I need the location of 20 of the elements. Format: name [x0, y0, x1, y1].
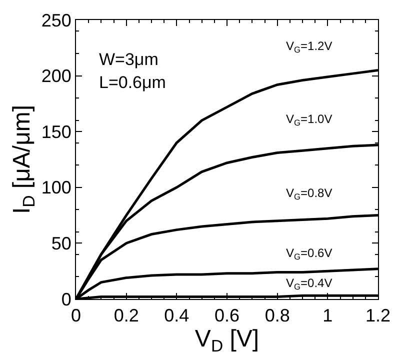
x-tick-label: 0.4 [164, 306, 190, 326]
x-tick-label: 0.2 [114, 306, 139, 326]
x-tick-label: 0.6 [214, 306, 240, 326]
x-tick-label: 1.2 [365, 306, 391, 326]
annotation: V$_{G}$=0.6V [286, 246, 332, 262]
annotation: L=0.6μm [99, 73, 166, 92]
annotation: V$_{G}$=1.2V [286, 39, 332, 55]
annotation: V$_{G}$=0.4V [286, 276, 332, 292]
y-tick-label: 200 [41, 66, 72, 86]
y-tick-label: 50 [51, 234, 72, 254]
annotation: V$_{G}$=1.0V [286, 112, 332, 128]
x-tick-label: 1 [322, 306, 333, 326]
y-tick-label: 250 [41, 10, 72, 30]
annotation: W=3μm [99, 50, 158, 69]
y-tick-label: 100 [41, 178, 72, 198]
y-tick-label: 0 [61, 289, 72, 310]
x-tick-label: 0.8 [264, 306, 290, 326]
annotation: V$_{G}$=0.8V [286, 186, 332, 202]
y-tick-label: 150 [41, 122, 72, 142]
x-axis-title: V$_{D}$ [V] [194, 326, 260, 356]
